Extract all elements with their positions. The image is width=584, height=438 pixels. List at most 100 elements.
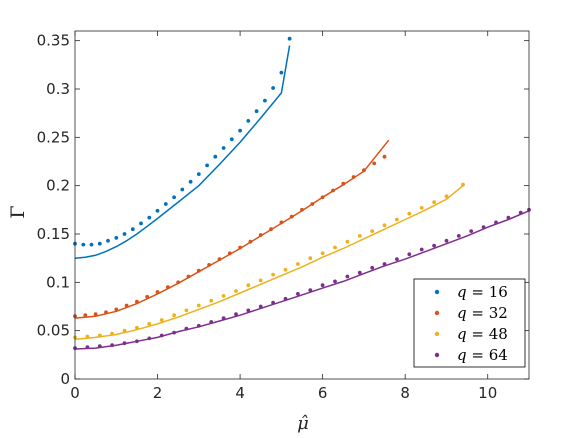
series-48-point (147, 322, 152, 326)
series-48-point (296, 262, 300, 266)
x-tick-label: 6 (318, 384, 328, 402)
series-64-point (159, 333, 164, 338)
series-64-point (234, 312, 238, 317)
series-48-point (444, 194, 449, 199)
legend-entry-32: q = 32 (434, 304, 508, 322)
plot-area (73, 36, 531, 350)
series-32-point (310, 202, 315, 206)
series-48-point (196, 303, 201, 308)
series-64-point (456, 234, 461, 238)
series-32-point (104, 310, 108, 315)
series-64-point (481, 225, 486, 230)
series-64-point (196, 323, 201, 328)
y-tick-label: 0.3 (46, 80, 70, 98)
series-16-fit-line (74, 45, 291, 259)
series-64-point (308, 288, 313, 292)
series-16-point (155, 208, 160, 213)
series-16-point (287, 36, 292, 41)
legend-label: q = 16 (457, 283, 508, 301)
series-48-point (184, 308, 189, 313)
series-64-point (85, 345, 90, 349)
series-32 (73, 139, 390, 319)
x-tick-label: 10 (478, 384, 497, 402)
legend-marker (434, 331, 440, 337)
series-16-point (279, 70, 284, 75)
series-48-point (320, 251, 325, 256)
series-64-point (283, 296, 288, 301)
series-64-point (246, 308, 251, 313)
series-48-point (258, 278, 263, 283)
series-48-point (135, 325, 139, 330)
series-16-point (229, 137, 234, 142)
series-32-point (135, 299, 139, 304)
x-tick-label: 2 (153, 384, 163, 402)
series-48-point (172, 313, 177, 318)
x-tick-label: 4 (235, 384, 245, 402)
legend-entry-64: q = 64 (434, 346, 508, 364)
series-64-point (209, 320, 214, 324)
series-48-point (221, 294, 226, 298)
series-32-point (83, 313, 88, 318)
series-48-point (271, 272, 275, 277)
series-64-point (122, 341, 127, 346)
series-16-point (163, 202, 168, 206)
series-64-point (97, 344, 102, 348)
series-64-point (271, 300, 275, 305)
series-16-point (139, 221, 143, 226)
series-16-point (114, 236, 119, 240)
series-48-point (246, 283, 251, 288)
legend-label: q = 64 (457, 346, 508, 364)
series-16-point (147, 215, 152, 220)
series-16 (73, 36, 292, 259)
series-64-point (506, 215, 511, 220)
series-32-point (279, 220, 284, 225)
series-16-point (246, 119, 251, 123)
series-64-point (135, 339, 139, 344)
series-16-point (196, 172, 201, 177)
series-48-point (432, 200, 436, 205)
series-64-point (419, 247, 424, 252)
legend-label: q = 32 (457, 304, 508, 322)
series-16-point (205, 163, 210, 168)
series-32-point (341, 181, 346, 186)
series-32-point (248, 239, 253, 244)
series-32-point (124, 303, 129, 308)
series-64-point (172, 330, 177, 335)
series-64-point (395, 257, 399, 261)
series-32-point (217, 257, 222, 261)
series-16-point (263, 98, 267, 103)
series-48-point (234, 289, 238, 293)
series-64-point (110, 343, 114, 348)
series-16-point (130, 227, 135, 232)
series-64-point (407, 252, 412, 257)
series-32-point (362, 168, 366, 173)
series-48-point (159, 318, 164, 322)
series-32-point (176, 280, 181, 285)
series-64-point (345, 274, 350, 279)
series-16-point (180, 187, 185, 192)
x-axis-label: μ̂ (297, 413, 309, 434)
series-32-point (93, 312, 98, 317)
series-48-point (308, 256, 313, 261)
legend-entry-48: q = 48 (434, 325, 508, 343)
series-64-point (469, 229, 474, 234)
series-64 (73, 207, 531, 350)
series-32-point (114, 307, 119, 312)
series-48-point (122, 328, 127, 333)
axes-box (74, 30, 530, 380)
legend-marker (434, 352, 440, 358)
series-32-point (300, 207, 304, 212)
series-64-point (444, 238, 449, 243)
series-48-point (333, 245, 337, 250)
series-32-point (372, 161, 377, 166)
series-48-point (461, 182, 465, 187)
series-48-point (97, 333, 102, 338)
series-16-point (106, 238, 110, 243)
x-tick-label: 8 (400, 384, 410, 402)
series-64-point (494, 220, 498, 225)
series-48-point (357, 234, 362, 238)
series-64-point (320, 283, 325, 288)
series-16-point (271, 86, 275, 90)
